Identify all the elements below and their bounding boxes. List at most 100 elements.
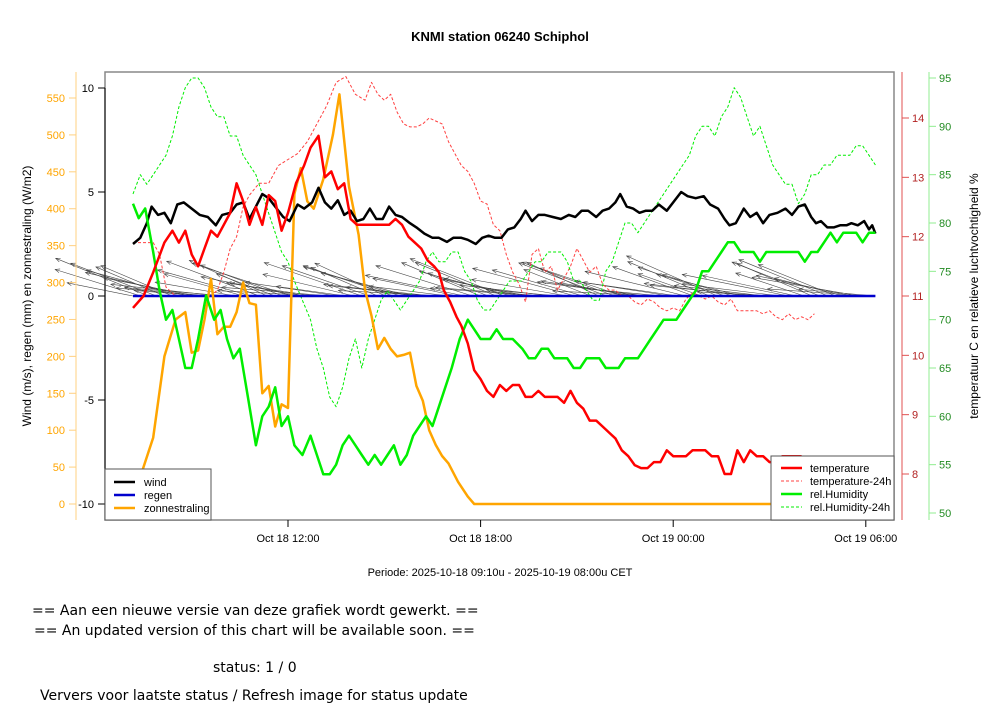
wind-arrow bbox=[276, 286, 347, 297]
status-text: status: 1 / 0 bbox=[213, 660, 297, 676]
wind-arrow bbox=[67, 282, 134, 297]
wind-arrow-head bbox=[84, 271, 91, 276]
legend-label-temperature: temperature bbox=[810, 463, 869, 475]
wind-arrow-head bbox=[471, 278, 477, 283]
radiation-tick-label: 550 bbox=[47, 93, 65, 105]
wind-arrow-head bbox=[751, 275, 757, 281]
series-zonnestraling bbox=[131, 93, 876, 506]
legend-right: temperature temperature-24h rel.Humidity… bbox=[770, 455, 895, 521]
wind-tick-label: -5 bbox=[84, 395, 94, 407]
legend-label-humidity-24h: rel.Humidity-24h bbox=[810, 502, 890, 514]
wind-arrow bbox=[365, 275, 465, 297]
legend-label-wind: wind bbox=[143, 477, 167, 489]
humidity-tick-label: 95 bbox=[939, 73, 951, 85]
y-axis-label-right: temperatuur C en relatieve luchtvochtigh… bbox=[967, 173, 981, 419]
wind-arrow-head bbox=[95, 266, 101, 271]
wind-arrow-head bbox=[375, 264, 381, 270]
radiation-tick-label: 400 bbox=[47, 204, 65, 216]
wind-arrow bbox=[124, 287, 228, 297]
radiation-tick-label: 350 bbox=[47, 241, 65, 253]
wind-arrow-head bbox=[738, 259, 744, 264]
wind-arrow-head bbox=[199, 264, 206, 269]
wind-arrow bbox=[164, 273, 244, 297]
wind-arrow-head bbox=[216, 288, 223, 294]
x-tick-label: Oct 19 06:00 bbox=[834, 533, 897, 545]
wind-arrow-head bbox=[115, 286, 121, 291]
wind-arrow-head bbox=[637, 273, 644, 278]
wind-arrow-head bbox=[798, 287, 804, 292]
wind-arrow bbox=[221, 286, 331, 297]
radiation-tick-label: 300 bbox=[47, 278, 65, 290]
wind-arrow-head bbox=[696, 289, 702, 295]
wind-arrow-head bbox=[681, 282, 687, 287]
humidity-tick-label: 75 bbox=[939, 266, 951, 278]
wind-arrow bbox=[574, 280, 679, 297]
wind-arrow-head bbox=[673, 283, 680, 289]
wind-arrow bbox=[262, 273, 355, 297]
wind-arrow-head bbox=[521, 261, 527, 266]
temperature-tick-label: 14 bbox=[912, 113, 924, 125]
wind-arrow-head bbox=[368, 284, 374, 289]
wind-arrow-head bbox=[471, 267, 478, 272]
wind-arrow bbox=[155, 281, 236, 297]
radiation-tick-label: 100 bbox=[47, 425, 65, 437]
wind-arrow-head bbox=[551, 288, 558, 294]
wind-arrow-head bbox=[275, 284, 282, 290]
wind-arrow bbox=[323, 284, 434, 297]
chart-title: KNMI station 06240 Schiphol bbox=[411, 29, 589, 44]
wind-arrow-head bbox=[427, 272, 434, 277]
radiation-tick-label: 150 bbox=[47, 388, 65, 400]
wind-arrow bbox=[731, 261, 821, 297]
wind-arrow bbox=[375, 265, 473, 297]
legend-left: wind regen zonnestraling bbox=[104, 468, 212, 521]
wind-arrow bbox=[656, 274, 742, 297]
x-tick-label: Oct 18 12:00 bbox=[257, 533, 320, 545]
wind-arrow-head bbox=[491, 269, 498, 274]
wind-arrow-head bbox=[200, 275, 206, 280]
wind-arrow-head bbox=[681, 273, 688, 278]
wind-arrow-head bbox=[766, 287, 773, 292]
wind-tick-label: 0 bbox=[88, 291, 94, 303]
wind-arrow-head bbox=[188, 260, 195, 265]
wind-arrow bbox=[674, 285, 765, 297]
wind-arrow-head bbox=[612, 266, 618, 271]
wind-arrow-head bbox=[735, 272, 741, 277]
wind-arrow-head bbox=[320, 271, 327, 277]
wind-arrow-head bbox=[215, 273, 222, 278]
wind-tick-label: 5 bbox=[88, 187, 94, 199]
wind-arrow-head bbox=[536, 280, 543, 285]
y-axis-label-left: Wind (m/s), regen (mm) en zonnestraling … bbox=[20, 166, 34, 427]
temperature-tick-label: 8 bbox=[912, 469, 918, 481]
wind-arrow bbox=[637, 273, 702, 297]
wind-arrow bbox=[626, 255, 718, 297]
wind-arrow-head bbox=[165, 260, 172, 265]
temperature-tick-label: 12 bbox=[912, 232, 924, 244]
wind-arrow bbox=[523, 269, 592, 297]
wind-arrow bbox=[372, 278, 457, 297]
humidity-tick-label: 65 bbox=[939, 363, 951, 375]
wind-arrow bbox=[216, 273, 276, 297]
radiation-tick-label: 500 bbox=[47, 130, 65, 142]
wind-arrow-head bbox=[627, 261, 633, 266]
humidity-tick-label: 85 bbox=[939, 170, 951, 182]
wind-arrow-head bbox=[523, 269, 529, 274]
wind-arrow-head bbox=[229, 281, 236, 287]
wind-arrow-head bbox=[244, 280, 251, 286]
wind-arrow bbox=[86, 270, 181, 297]
wind-arrow-head bbox=[364, 274, 371, 279]
wind-arrow-head bbox=[656, 273, 662, 278]
humidity-tick-label: 55 bbox=[939, 460, 951, 472]
notice-dutch: == Aan een nieuwe versie van deze grafie… bbox=[32, 603, 479, 619]
wind-arrow-head bbox=[429, 286, 436, 291]
wind-arrow bbox=[166, 260, 260, 297]
wind-arrow-head bbox=[163, 272, 170, 278]
wind-arrow bbox=[430, 287, 536, 297]
wind-arrow-head bbox=[434, 285, 441, 291]
wind-arrow-head bbox=[701, 274, 708, 279]
series-temperature bbox=[132, 134, 802, 476]
radiation-tick-label: 450 bbox=[47, 167, 65, 179]
temperature-tick-label: 13 bbox=[912, 172, 924, 184]
wind-arrow-head bbox=[414, 262, 421, 267]
wind-arrow-head bbox=[584, 270, 591, 275]
wind-arrow-head bbox=[755, 274, 762, 279]
